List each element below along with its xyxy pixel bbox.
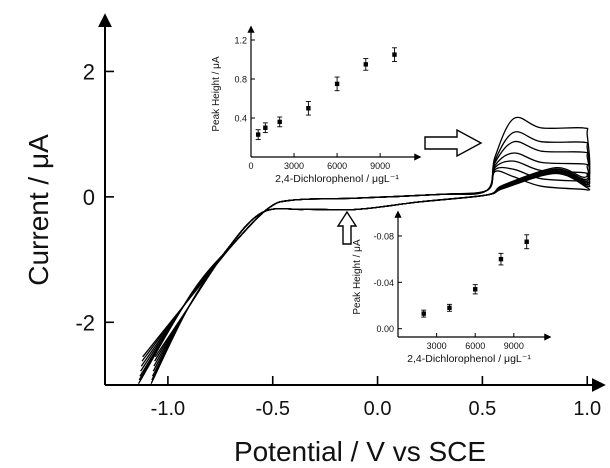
voltammogram-curves	[137, 116, 591, 385]
main-x-tick-label: 0.0	[364, 398, 392, 420]
in1-data-point	[334, 81, 340, 87]
in1-data-point	[363, 62, 368, 67]
in1-data-point	[392, 52, 397, 57]
inset-anodic-calibration: 0.4 0.8 1.2 0 3000 6000 9000 2,4-Dichlorophen…	[211, 25, 422, 185]
voltammogram-series-2	[141, 166, 591, 362]
main-x-axis-label: Potential / V vs SCE	[234, 436, 486, 467]
main-y-ticks: -2 0 2	[75, 59, 114, 335]
main-y-tick-label: 0	[83, 185, 95, 210]
in2-y-tick-label: 0.00	[376, 324, 394, 334]
inset-cathodic-calibration: 0.00 -0.04 -0.08 3000 6000 9000 2,4-Dichloro…	[352, 210, 552, 365]
main-x-tick-label: -0.5	[255, 398, 289, 420]
in2-data-point	[473, 287, 478, 292]
inset1-y-ticks: 0.4 0.8 1.2	[234, 36, 255, 124]
in1-data-point	[263, 125, 268, 130]
main-y-tick-label: -2	[75, 310, 95, 335]
in2-x-tick-label: 9000	[504, 341, 524, 351]
inset2-x-axis-label: 2,4-Dichlorophenol / μgL⁻¹	[407, 353, 531, 365]
main-y-axis-label: Current / μA	[23, 134, 54, 286]
inset2-data-points	[421, 234, 530, 318]
cathodic-shoulder-arrow	[336, 210, 358, 245]
inset1-x-ticks: 0 3000 6000 9000	[248, 153, 390, 171]
in2-x-tick-label: 3000	[427, 341, 447, 351]
inset1-data-points	[255, 47, 397, 140]
inset2-y-ticks: 0.00 -0.04 -0.08	[373, 231, 402, 334]
main-x-tick-label: 0.5	[468, 398, 496, 420]
in1-data-point	[277, 119, 282, 125]
in1-x-tick-label: 6000	[327, 161, 347, 171]
in1-y-tick-label: 0.4	[234, 114, 247, 124]
inset2-x-ticks: 3000 6000 9000	[427, 333, 524, 351]
in2-y-tick-label: -0.08	[373, 231, 394, 241]
anodic-peak-arrow	[424, 128, 483, 158]
inset1-x-axis-label: 2,4-Dichlorophenol / μgL⁻¹	[275, 173, 399, 185]
in1-x-tick-label: 0	[248, 161, 253, 171]
in2-y-tick-label: -0.04	[373, 278, 394, 288]
in1-y-tick-label: 0.8	[234, 75, 247, 85]
in1-data-point	[255, 132, 261, 137]
in2-x-tick-label: 6000	[465, 341, 485, 351]
main-x-tick-label: 1.0	[573, 398, 601, 420]
in1-x-tick-label: 3000	[284, 161, 304, 171]
in2-data-point	[421, 311, 426, 316]
voltammogram-series-1	[142, 170, 591, 358]
in2-data-point	[447, 305, 452, 311]
inset1-y-axis-label: Peak Height / μA	[211, 56, 222, 132]
main-x-ticks: -1.0 -0.5 0.0 0.5 1.0	[151, 376, 601, 420]
in1-x-tick-label: 9000	[370, 161, 390, 171]
voltammogram-series-3	[140, 160, 591, 367]
main-chart: -2 0 2 -1.0 -0.5 0.0 0.5 1.0 Potential / V vs …	[23, 13, 606, 467]
in2-data-point	[498, 256, 504, 262]
main-y-tick-label: 2	[83, 59, 95, 84]
in1-data-point	[306, 106, 311, 111]
voltammogram-series-7	[137, 116, 591, 385]
inset2-y-axis-label: Peak Height / μA	[352, 239, 363, 315]
voltammogram-series-4	[140, 152, 591, 372]
main-x-tick-label: -1.0	[151, 398, 185, 420]
in2-data-point	[524, 239, 529, 244]
in1-y-tick-label: 1.2	[234, 36, 247, 46]
